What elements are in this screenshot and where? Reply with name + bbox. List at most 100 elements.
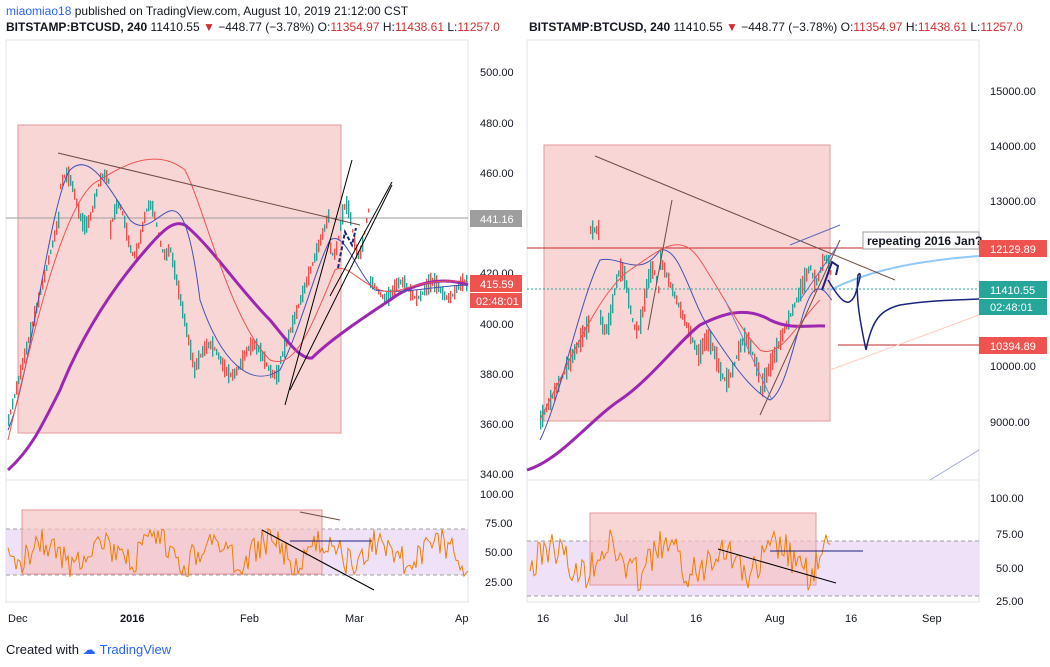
candle — [620, 258, 622, 282]
candle — [630, 305, 632, 315]
candle — [770, 353, 772, 377]
candle — [454, 285, 456, 300]
candle — [96, 188, 98, 197]
right-ma-blue — [539, 249, 833, 441]
open-value: 11354.97 — [330, 20, 380, 34]
candle — [168, 244, 170, 257]
candle — [120, 204, 122, 211]
low-value: 11257.0 — [980, 20, 1023, 34]
candle — [80, 213, 82, 222]
published-text: published on TradingView.com, August 10,… — [74, 4, 409, 18]
left-chart[interactable]: 500.00 480.00 460.00 420.00 400.00 380.0… — [5, 39, 522, 625]
candle — [336, 241, 338, 256]
candle — [206, 338, 208, 354]
candle — [742, 338, 744, 346]
right-chart[interactable]: repeating 2016 Jan? 15000.00 14000.00 13… — [526, 39, 1047, 625]
left-osc-trendline[interactable] — [261, 529, 375, 591]
candle — [578, 340, 580, 348]
candle — [390, 289, 392, 299]
candle — [84, 214, 86, 235]
candle — [52, 240, 54, 248]
y-tick: 9000.00 — [990, 417, 1030, 429]
left-trendline-upper[interactable] — [329, 181, 393, 297]
candle — [384, 293, 386, 303]
candle — [614, 288, 616, 296]
candle — [8, 414, 10, 426]
candle — [12, 398, 14, 410]
tradingview-logo-icon[interactable]: ☁ — [82, 642, 96, 657]
candle — [700, 339, 702, 364]
candle — [790, 313, 792, 317]
candle — [546, 403, 548, 413]
right-highlight-box[interactable] — [543, 144, 831, 422]
candle — [366, 217, 368, 224]
candle — [814, 269, 816, 293]
candle — [44, 269, 46, 283]
candle — [644, 288, 646, 312]
left-last-price-label: 415.59 — [480, 279, 514, 291]
candle — [230, 372, 232, 378]
candle — [308, 266, 310, 286]
left-trendline-channel[interactable] — [289, 184, 393, 391]
candle — [236, 366, 238, 376]
candle — [732, 362, 734, 378]
username-link[interactable]: miaomiao18 — [6, 4, 72, 18]
candle — [194, 361, 196, 379]
candle — [558, 375, 560, 393]
candle — [346, 196, 348, 215]
right-x-axis: 16 Jul 16 Aug 16 Sep — [537, 613, 942, 625]
candle — [74, 188, 76, 200]
candle — [270, 364, 272, 379]
candle — [810, 265, 812, 271]
candle — [640, 309, 642, 334]
candle — [552, 393, 554, 399]
candle — [590, 225, 592, 235]
candle — [102, 173, 104, 179]
candle — [568, 358, 570, 370]
candle — [228, 364, 230, 384]
right-trendline-purple[interactable] — [724, 299, 773, 401]
left-highlight-box[interactable] — [17, 124, 342, 434]
candle — [636, 321, 638, 339]
candle — [358, 250, 360, 260]
candle — [628, 287, 630, 309]
left-pane-legend: BITSTAMP:BTCUSD, 240 11410.55 ▼ −448.77 … — [6, 20, 500, 34]
candle — [320, 234, 322, 246]
y-tick: 13000.00 — [990, 196, 1036, 208]
right-trendline-rising[interactable] — [759, 239, 841, 416]
left-trendline-top[interactable] — [57, 152, 361, 226]
high-label: H: — [905, 20, 918, 34]
right-wedge-lines[interactable] — [789, 224, 841, 301]
candle — [292, 315, 294, 333]
right-trendline-top[interactable] — [594, 155, 896, 281]
candle — [238, 365, 240, 370]
candle — [670, 281, 672, 289]
candle — [350, 212, 352, 226]
candle — [160, 240, 162, 247]
candle — [34, 305, 36, 327]
candle — [426, 278, 428, 296]
left-trendline-steep[interactable] — [284, 159, 353, 406]
candle — [784, 326, 786, 334]
candle — [694, 340, 696, 350]
y-tick: 14000.00 — [990, 141, 1036, 153]
candle — [16, 381, 18, 395]
left-ma-purple — [6, 222, 469, 472]
osc-tick: 75.00 — [996, 529, 1024, 541]
candle — [246, 346, 248, 357]
candle — [60, 183, 62, 190]
candle — [394, 279, 396, 297]
left-osc-trendline-top[interactable] — [299, 511, 341, 521]
candle — [806, 268, 808, 282]
candle — [752, 351, 754, 356]
candle — [254, 340, 256, 350]
tradingview-brand-link[interactable]: TradingView — [99, 642, 172, 657]
right-trendline-small[interactable] — [647, 199, 673, 331]
right-osc-trendline[interactable] — [717, 548, 837, 584]
candle — [548, 398, 550, 410]
left-ma-red — [7, 158, 469, 441]
candle — [598, 219, 600, 241]
candle — [626, 280, 628, 293]
candle — [662, 260, 664, 270]
